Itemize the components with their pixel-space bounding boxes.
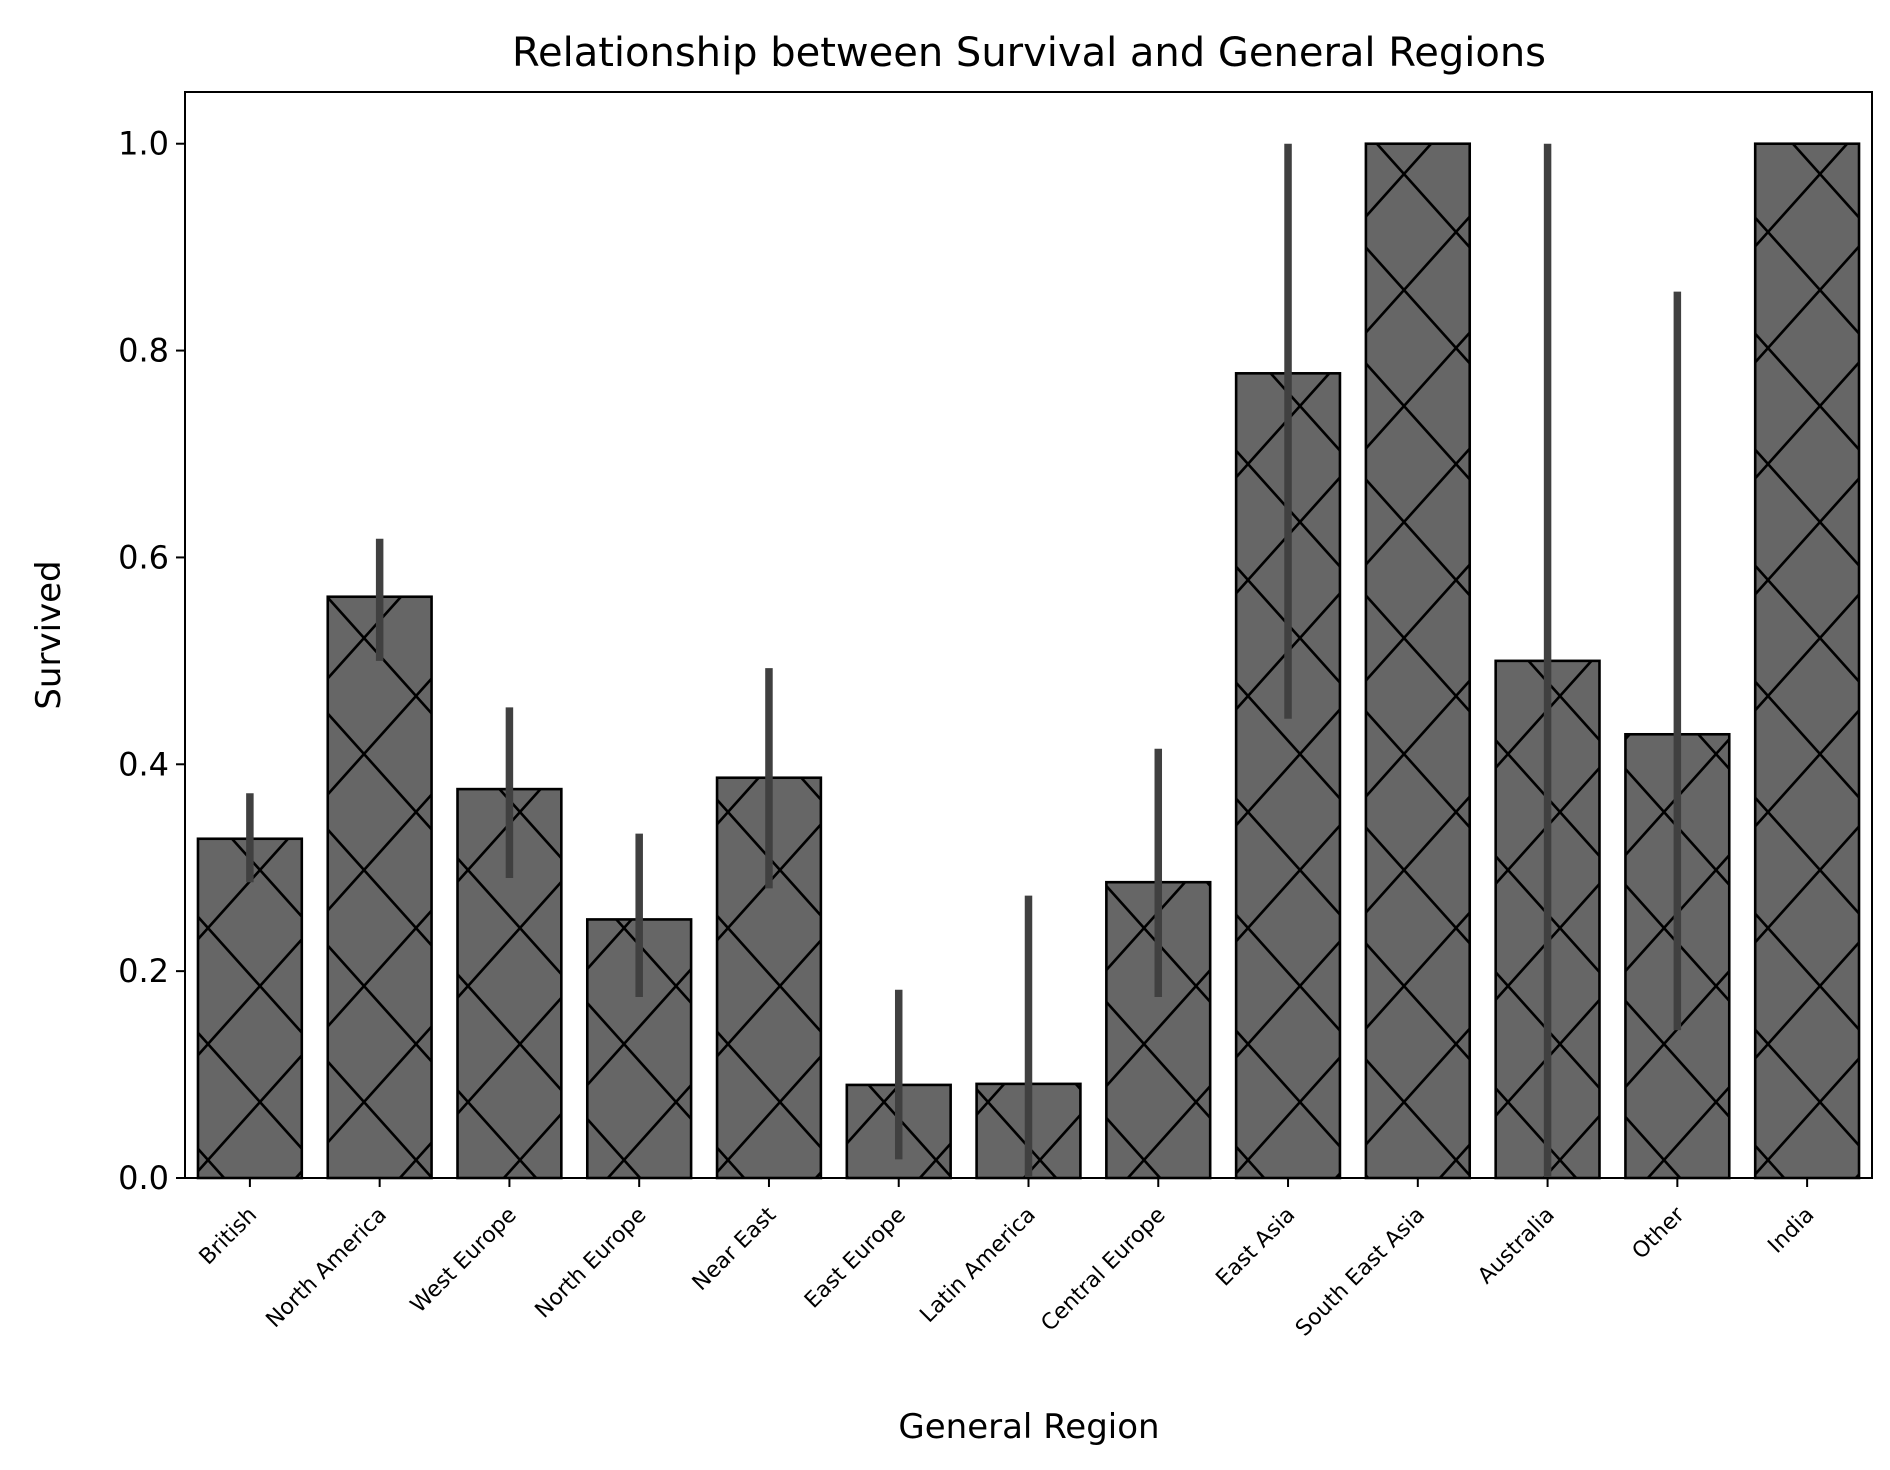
bar-hatch-north-america <box>327 596 432 1178</box>
x-tick-label-british: British <box>195 1203 262 1270</box>
x-tick-label-north-america: North America <box>262 1203 392 1333</box>
x-tick-label-central-europe: Central Europe <box>1037 1203 1171 1337</box>
y-axis-label: Survived <box>29 560 69 709</box>
y-tick-label: 1.0 <box>118 125 169 163</box>
x-tick-label-east-asia: East Asia <box>1211 1203 1300 1292</box>
x-tick-label-west-europe: West Europe <box>406 1203 522 1319</box>
y-axis: 0.0 0.2 0.4 0.6 0.8 1.0 <box>118 125 185 1197</box>
x-tick-label-india: India <box>1763 1203 1819 1259</box>
x-tick-label-north-europe: North Europe <box>531 1203 652 1324</box>
bar-hatch-british <box>197 838 302 1178</box>
y-tick-label: 0.4 <box>118 745 169 783</box>
chart-title: Relationship between Survival and Genera… <box>512 30 1546 76</box>
x-tick-label-australia: Australia <box>1473 1203 1559 1289</box>
x-axis-label: General Region <box>898 1407 1159 1447</box>
y-tick-label: 0.0 <box>118 1159 169 1197</box>
y-tick-label: 0.2 <box>118 952 169 990</box>
x-tick-label-east-europe: East Europe <box>800 1203 911 1314</box>
x-tick-label-near-east: Near East <box>688 1202 782 1296</box>
x-axis: British North America West Europe North Eur… <box>195 1178 1819 1342</box>
x-tick-label-latin-america: Latin America <box>915 1203 1040 1328</box>
bar-hatch-india <box>1755 143 1860 1179</box>
bar-hatch-south-east-asia <box>1365 143 1470 1179</box>
x-tick-label-other: Other <box>1628 1202 1691 1265</box>
x-tick-label-south-east-asia: South East Asia <box>1291 1203 1430 1342</box>
y-tick-label: 0.8 <box>118 332 169 370</box>
error-bars-group <box>246 143 1682 1178</box>
y-tick-label: 0.6 <box>118 538 169 576</box>
